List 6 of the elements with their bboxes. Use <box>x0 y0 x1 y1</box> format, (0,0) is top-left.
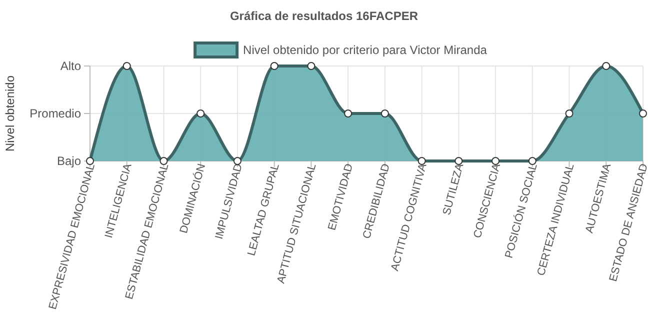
category-label: Promedio <box>30 106 81 120</box>
category-label: Bajo <box>56 154 81 168</box>
category-label: Alto <box>60 58 81 73</box>
legend-label: Nivel obtenido por criterio para Victor Miranda <box>243 43 488 57</box>
chart-title: Gráfica de resultados 16FACPER <box>230 9 418 23</box>
y-axis-title: Nivel obtenido <box>3 75 17 152</box>
